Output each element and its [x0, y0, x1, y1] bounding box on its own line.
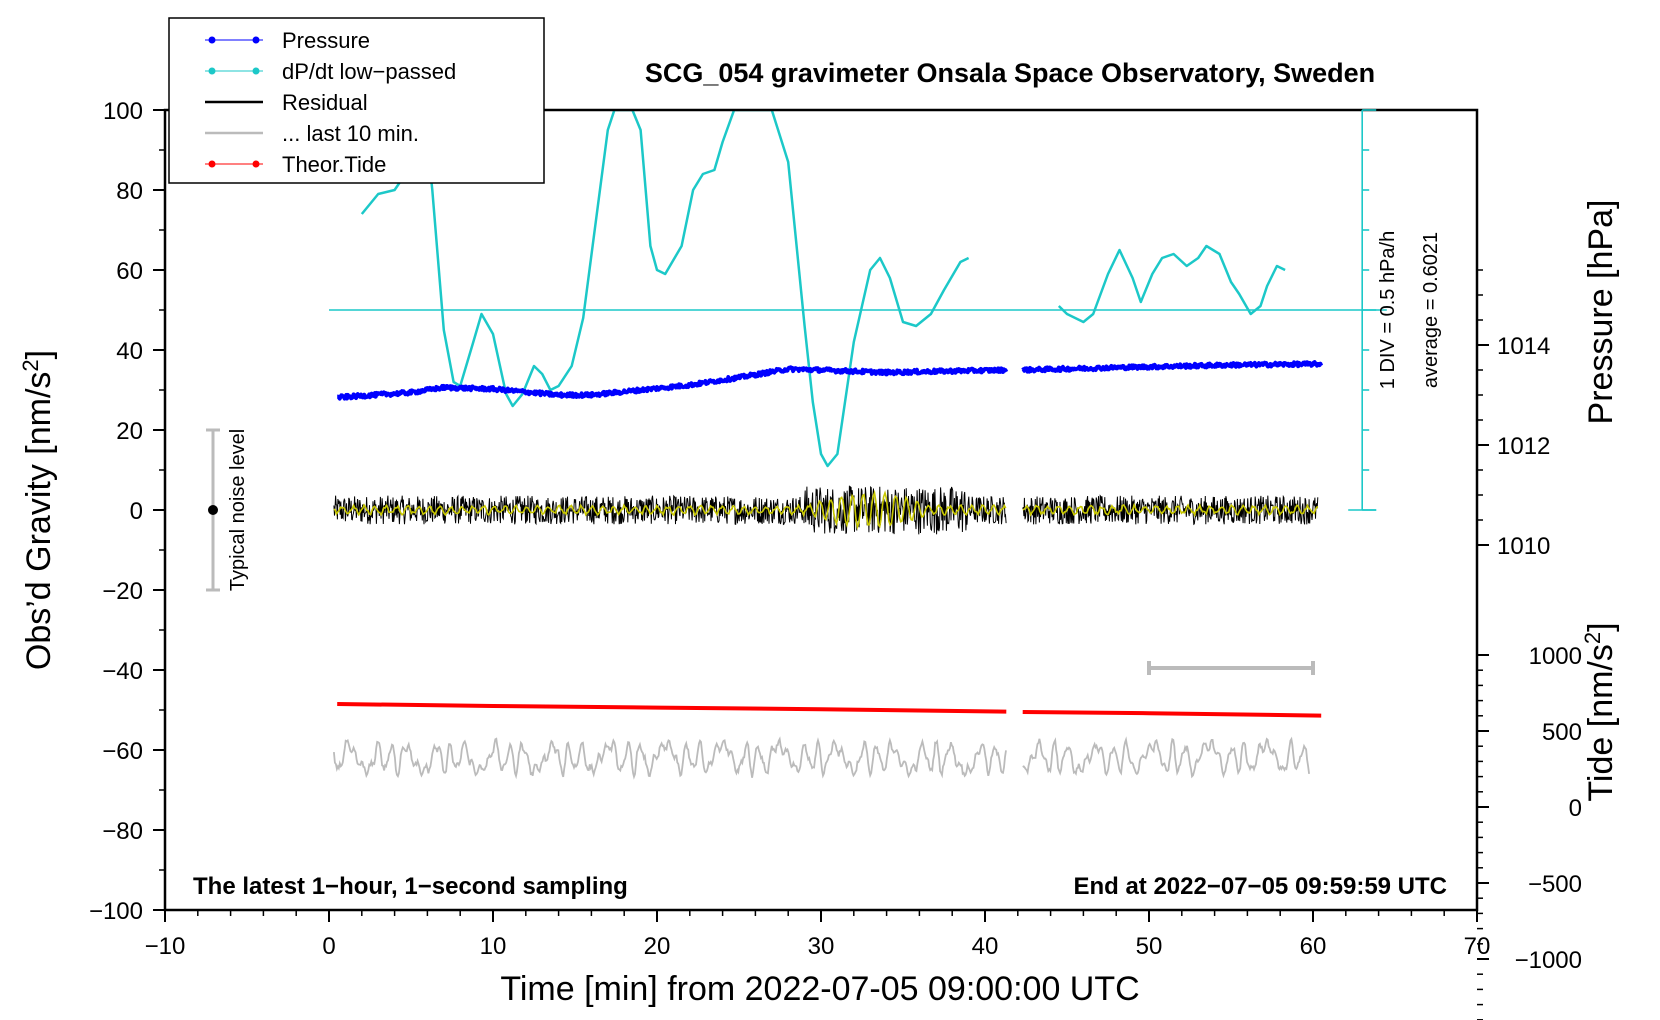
- y-tick-label: −80: [102, 818, 143, 845]
- tide-line: [1022, 710, 1322, 718]
- dpdt-scale-label: 1 DIV = 0.5 hPa/h: [1377, 231, 1399, 389]
- pressure-tick-label: 1010: [1497, 533, 1550, 560]
- x-axis-label: Time [min] from 2022-07-05 09:00:00 UTC: [500, 970, 1139, 1008]
- noise-center-dot: [208, 505, 218, 515]
- y-axis-label: Obs’d Gravity [nm/s2]: [18, 350, 59, 670]
- end-time-note: End at 2022−07−05 09:59:59 UTC: [1073, 873, 1447, 900]
- legend-label: ... last 10 min.: [282, 121, 419, 146]
- legend-label: dP/dt low−passed: [282, 59, 456, 84]
- residual-lowpass-line: [333, 489, 1319, 531]
- tide-tick-label: 0: [1569, 795, 1582, 822]
- y-tick-label: −20: [102, 578, 143, 605]
- tide-tick-label: 500: [1542, 719, 1582, 746]
- x-tick-label: 20: [644, 933, 671, 960]
- series-layer: [329, 110, 1387, 780]
- x-tick-label: −10: [145, 933, 186, 960]
- pressure-line: [336, 360, 1324, 401]
- y-tick-label: 80: [116, 178, 143, 205]
- tide-axis-label: Tide [nm/s2]: [1580, 622, 1621, 801]
- legend-marker: [208, 160, 216, 168]
- dpdt-line-segment: [1057, 244, 1286, 324]
- x-tick-label: 60: [1300, 933, 1327, 960]
- tick-layer: −10 0 10 20 30 40 50 60 70100806040200−20−40−60−…: [89, 98, 1582, 1020]
- legend-marker: [252, 160, 260, 168]
- legend-marker: [208, 36, 216, 44]
- pressure-axis-label: Pressure [hPa]: [1582, 200, 1620, 425]
- x-tick-label: 10: [480, 933, 507, 960]
- tide-tick-label: 1000: [1529, 643, 1582, 670]
- dpdt-average-label: average = 0.6021: [1420, 232, 1442, 388]
- noise-label: Typical noise level: [227, 429, 249, 591]
- y-tick-label: 40: [116, 338, 143, 365]
- y-tick-label: −40: [102, 658, 143, 685]
- legend-label: Pressure: [282, 28, 370, 53]
- y-tick-label: 0: [130, 498, 143, 525]
- legend-items: Pressure dP/dt low−passed Residual ... last…: [205, 28, 456, 177]
- last10-line: [333, 736, 1310, 780]
- tide-tick-label: −500: [1528, 871, 1582, 898]
- x-tick-label: 0: [322, 933, 335, 960]
- x-tick-label: 50: [1136, 933, 1163, 960]
- y-tick-label: 60: [116, 258, 143, 285]
- x-tick-label: 30: [808, 933, 835, 960]
- y-tick-label: 100: [103, 98, 143, 125]
- tide-line: [337, 702, 1007, 714]
- y-tick-label: 20: [116, 418, 143, 445]
- x-tick-label: 70: [1464, 933, 1491, 960]
- legend-marker: [252, 36, 260, 44]
- legend-label: Theor.Tide: [282, 152, 386, 177]
- legend-marker: [208, 67, 216, 75]
- legend-marker: [252, 67, 260, 75]
- legend-label: Residual: [282, 90, 368, 115]
- pressure-tick-label: 1014: [1497, 333, 1550, 360]
- x-tick-label: 40: [972, 933, 999, 960]
- dpdt-line-segment: [360, 110, 970, 468]
- legend-box: [168, 17, 545, 184]
- legend: Pressure dP/dt low−passed Residual ... last…: [168, 17, 545, 184]
- y-tick-label: −100: [89, 898, 143, 925]
- tide-tick-label: −1000: [1515, 947, 1582, 974]
- pressure-tick-label: 1012: [1497, 433, 1550, 460]
- y-tick-label: −60: [102, 738, 143, 765]
- chart-title: SCG_054 gravimeter Onsala Space Observat…: [645, 58, 1375, 88]
- sampling-note: The latest 1−hour, 1−second sampling: [193, 873, 628, 900]
